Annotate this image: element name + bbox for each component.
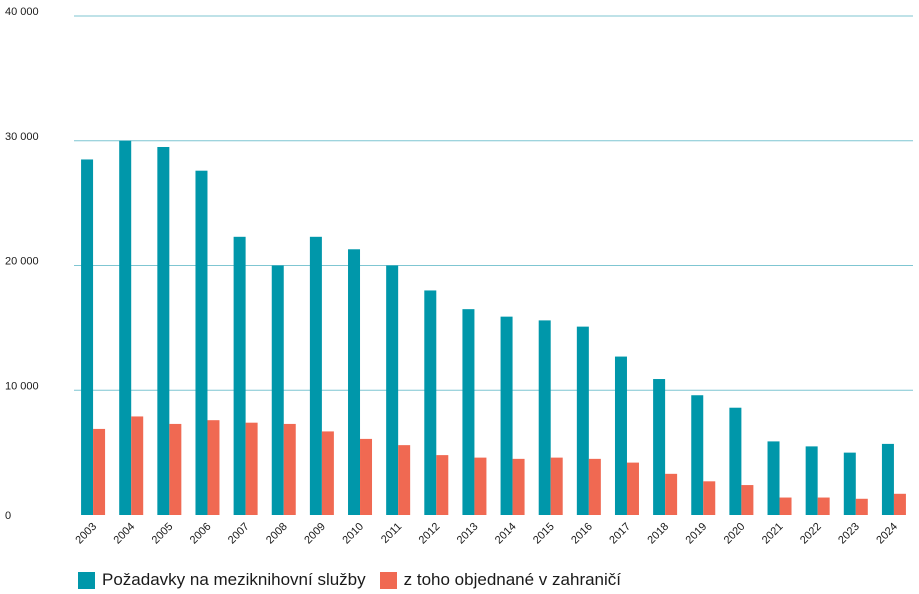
bar-abroad	[169, 423, 182, 515]
bar-abroad	[398, 445, 411, 515]
bar-requests	[271, 265, 284, 515]
x-tick-label: 2014	[493, 521, 519, 547]
x-tick-label: 2024	[874, 521, 900, 547]
bar-abroad	[283, 423, 296, 515]
bar-requests	[309, 236, 322, 515]
bar-abroad	[474, 457, 487, 515]
bar-abroad	[588, 458, 601, 515]
bar-abroad	[512, 458, 525, 515]
x-tick-label: 2021	[760, 521, 786, 547]
x-tick-label: 2008	[264, 521, 290, 547]
bars	[81, 140, 906, 516]
legend: Požadavky na meziknihovní služby z toho …	[78, 570, 635, 590]
x-tick-label: 2004	[112, 521, 138, 547]
bar-requests	[386, 265, 399, 515]
bar-requests	[691, 395, 704, 515]
bar-abroad	[855, 498, 868, 515]
bar-requests	[843, 452, 856, 515]
bar-abroad	[626, 462, 639, 515]
bar-abroad	[131, 416, 144, 515]
bar-abroad	[703, 481, 716, 515]
y-tick-label: 10 000	[5, 380, 39, 392]
x-tick-label: 2017	[607, 521, 633, 547]
bar-abroad	[817, 497, 830, 515]
legend-label-series-2: z toho objednané v zahraničí	[403, 570, 622, 589]
x-tick-label: 2020	[722, 521, 748, 547]
bar-abroad	[665, 473, 678, 515]
y-tick-label: 20 000	[5, 256, 39, 268]
bar-requests	[805, 446, 818, 515]
x-tick-label: 2009	[302, 521, 328, 547]
gridlines	[74, 15, 913, 391]
x-tick-label: 2016	[569, 521, 595, 547]
bar-abroad	[779, 497, 792, 515]
bar-requests	[653, 379, 666, 515]
y-tick-label: 40 000	[5, 6, 39, 18]
x-tick-label: 2023	[836, 521, 862, 547]
bar-requests	[195, 170, 208, 515]
bar-requests	[767, 441, 780, 515]
bar-requests	[233, 236, 246, 515]
legend-item-series-2: z toho objednané v zahraničí	[379, 570, 622, 590]
x-tick-label: 2019	[684, 521, 710, 547]
y-tick-label: 0	[5, 510, 11, 522]
bar-abroad	[893, 493, 906, 515]
bar-abroad	[550, 457, 563, 515]
bar-requests	[576, 326, 589, 515]
bar-abroad	[207, 420, 220, 515]
legend-swatch-series-1	[78, 571, 95, 589]
x-tick-label: 2010	[340, 521, 366, 547]
legend-swatch-series-2	[379, 571, 397, 589]
bar-requests	[881, 443, 894, 515]
bar-abroad	[360, 438, 373, 515]
bar-abroad	[321, 431, 334, 515]
bar-abroad	[436, 455, 449, 515]
bar-requests	[500, 316, 513, 515]
legend-label-series-1: Požadavky na meziknihovní služby	[102, 570, 366, 589]
bar-requests	[424, 290, 437, 515]
bar-abroad	[741, 485, 754, 515]
bar-requests	[348, 249, 361, 515]
bar-requests	[119, 140, 132, 515]
bar-requests	[729, 407, 742, 515]
x-tick-label: 2005	[150, 521, 176, 547]
x-tick-label: 2011	[379, 521, 404, 546]
x-tick-label: 2012	[417, 521, 443, 547]
x-tick-label: 2013	[455, 521, 481, 547]
x-tick-label: 2007	[226, 521, 252, 547]
bar-requests	[462, 309, 475, 515]
x-tick-label: 2006	[188, 521, 214, 547]
y-axis-ticks: 0 10 000 20 000 30 000 40 000	[5, 6, 39, 522]
bar-requests	[614, 356, 627, 515]
bar-requests	[81, 159, 94, 515]
bar-requests	[157, 146, 170, 516]
legend-item-series-1: Požadavky na meziknihovní služby	[78, 570, 366, 590]
bar-requests	[538, 320, 551, 515]
x-tick-label: 2003	[73, 521, 99, 547]
bar-abroad	[245, 422, 258, 515]
bar-abroad	[93, 428, 106, 515]
x-tick-label: 2015	[531, 521, 557, 547]
y-tick-label: 30 000	[5, 131, 39, 143]
x-tick-label: 2018	[645, 521, 671, 547]
x-axis-ticks: 2003 2004 2005 2006 2007 2008 2009 2010 2011 2012…	[73, 521, 900, 547]
x-tick-label: 2022	[798, 521, 824, 547]
